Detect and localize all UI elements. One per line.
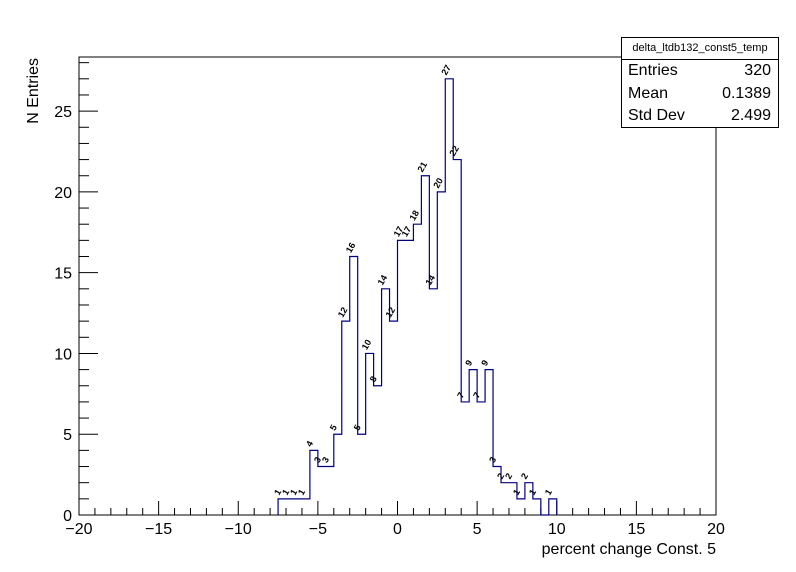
y-tick-label: 20 — [54, 185, 72, 202]
bin-value-label: 27 — [439, 63, 453, 77]
histogram-bin — [390, 321, 398, 515]
histogram-bin — [382, 289, 390, 515]
bin-value-label: 16 — [344, 241, 358, 255]
y-tick-label: 0 — [63, 508, 72, 525]
histogram-bin — [429, 289, 437, 515]
x-tick-label: −10 — [225, 521, 252, 538]
histogram-bin — [549, 499, 557, 515]
histogram-bin — [334, 434, 342, 515]
histogram-bin — [294, 499, 302, 515]
mean-value: 0.1389 — [722, 84, 771, 102]
y-tick-label: 15 — [54, 266, 72, 283]
stddev-label: Std Dev — [628, 107, 685, 124]
bin-value-label: 1 — [543, 488, 554, 497]
bin-value-label: 12 — [384, 305, 398, 319]
bin-value-label: 17 — [392, 225, 406, 239]
bin-value-label: 3 — [320, 455, 331, 464]
histogram-bin — [437, 192, 445, 515]
bin-value-label: 5 — [328, 423, 339, 432]
stats-row-entries: Entries 320 — [622, 60, 778, 83]
histogram-bin — [413, 224, 421, 515]
histogram-bin — [477, 402, 485, 515]
x-tick-label: −5 — [309, 521, 327, 538]
bin-value-label: 7 — [471, 391, 482, 400]
y-tick-label: 25 — [54, 104, 72, 121]
histogram-bin — [350, 257, 358, 515]
stats-row-mean: Mean 0.1389 — [622, 83, 778, 106]
stats-box: delta_ltdb132_const5_temp Entries 320 Me… — [621, 37, 779, 128]
x-tick-label: −20 — [65, 521, 92, 538]
bin-value-label: 7 — [455, 391, 466, 400]
x-tick-label: 10 — [548, 521, 566, 538]
histogram-bin — [405, 240, 413, 515]
bin-value-label: 2 — [495, 471, 506, 480]
entries-label: Entries — [628, 62, 678, 79]
bin-value-label: 18 — [407, 209, 421, 223]
bin-value-label: 9 — [463, 358, 474, 367]
x-axis-title: percent change Const. 5 — [542, 541, 716, 558]
histogram-bin — [342, 321, 350, 515]
bin-value-label: 4 — [304, 439, 315, 448]
histogram-bin — [533, 499, 541, 515]
bin-value-label: 14 — [423, 273, 437, 287]
histogram-bin — [302, 499, 310, 515]
y-axis-title: N Entries — [25, 58, 42, 124]
bin-value-label: 1 — [296, 488, 307, 497]
histogram-series — [277, 78, 558, 516]
x-tick-label: 0 — [393, 521, 402, 538]
mean-label: Mean — [628, 84, 669, 102]
histogram-bin — [421, 176, 429, 515]
entries-value: 320 — [744, 62, 771, 79]
stddev-value: 2.499 — [730, 107, 771, 124]
histogram-bin — [374, 386, 382, 515]
bin-value-label: 1 — [280, 488, 291, 497]
histogram-outline — [277, 78, 558, 516]
y-tick-label: 5 — [63, 427, 72, 444]
histogram-bin — [398, 240, 406, 515]
bin-value-label: 20 — [431, 176, 445, 190]
histogram-bin — [318, 467, 326, 515]
histogram-bin — [358, 434, 366, 515]
stats-row-stddev: Std Dev 2.499 — [622, 105, 778, 128]
histogram-bin — [326, 467, 334, 515]
bin-value-label: 3 — [487, 455, 498, 464]
x-tick-label: −15 — [145, 521, 172, 538]
y-tick-label: 10 — [54, 346, 72, 363]
bin-value-label: 17 — [400, 225, 414, 239]
bin-value-label: 22 — [447, 144, 461, 158]
x-tick-label: 20 — [707, 521, 725, 538]
bin-value-label: 10 — [360, 338, 374, 352]
histogram-bin — [517, 499, 525, 515]
histogram-bin — [453, 160, 461, 515]
bin-value-label: 8 — [368, 374, 379, 383]
bin-value-label: 1 — [288, 488, 299, 497]
stats-title: delta_ltdb132_const5_temp — [622, 38, 778, 60]
histogram-bin — [501, 483, 509, 515]
x-tick-label: 15 — [627, 521, 645, 538]
histogram-bin — [461, 402, 469, 515]
bin-value-label: 12 — [336, 305, 350, 319]
bin-value-label: 2 — [503, 471, 514, 480]
bin-value-label: 9 — [479, 358, 490, 367]
bin-labels: 1111433512165108141217171821142027227979… — [272, 63, 554, 497]
bin-value-label: 5 — [352, 423, 363, 432]
bin-value-label: 21 — [415, 160, 429, 174]
histogram-bin — [278, 499, 286, 515]
bin-value-label: 1 — [511, 488, 522, 497]
x-tick-label: 5 — [473, 521, 482, 538]
histogram-bin — [485, 370, 493, 515]
bin-value-label: 14 — [376, 273, 390, 287]
bin-value-label: 2 — [519, 471, 530, 480]
bin-value-label: 1 — [272, 488, 283, 497]
bin-value-label: 1 — [527, 488, 538, 497]
histogram-bin — [286, 499, 294, 515]
bin-value-label: 3 — [312, 455, 323, 464]
